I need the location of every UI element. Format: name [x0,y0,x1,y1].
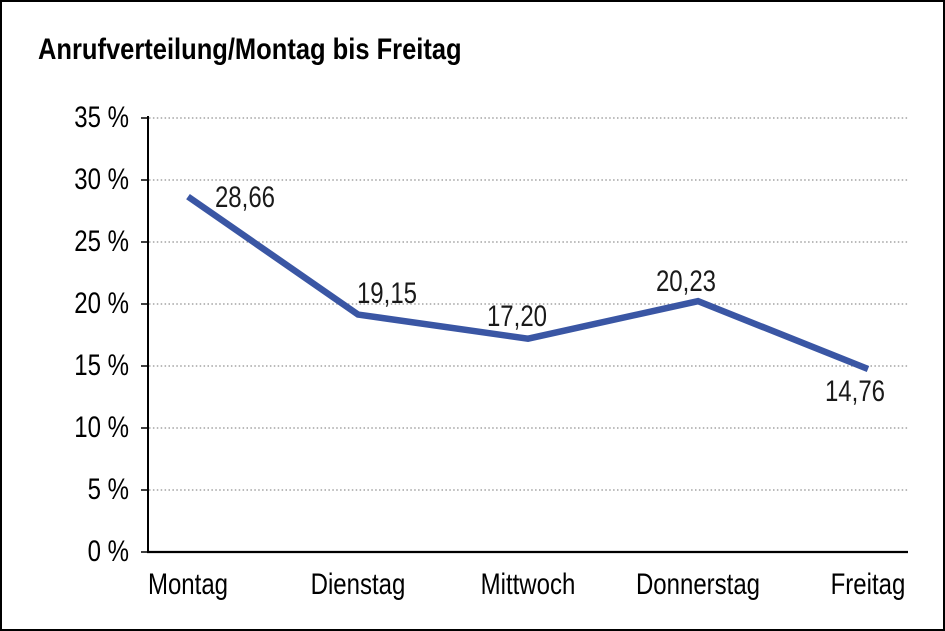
y-tick-label: 0 % [87,535,129,568]
data-value-label: 19,15 [356,276,418,310]
y-tick-label: 35 % [74,101,129,134]
data-series-line [186,193,870,372]
x-category-label: Freitag [830,568,906,601]
y-tick-label: 10 % [74,411,129,444]
y-tick-label: 30 % [74,163,129,196]
x-category-label: Mittwoch [480,568,576,601]
y-tick-label: 15 % [74,349,129,382]
x-category-label: Dienstag [310,568,406,601]
chart-title: Anrufverteilung/Montag bis Freitag [38,33,462,66]
data-value-label: 14,76 [824,374,886,408]
x-category-label: Montag [147,568,229,601]
y-tick-label: 20 % [74,287,129,320]
x-category-label: Donnerstag [635,568,761,601]
y-tick-label: 25 % [74,225,129,258]
data-value-label: 20,23 [655,265,717,299]
data-value-label: 28,66 [214,180,276,214]
data-value-label: 17,20 [486,299,548,333]
y-tick-label: 5 % [87,473,129,506]
